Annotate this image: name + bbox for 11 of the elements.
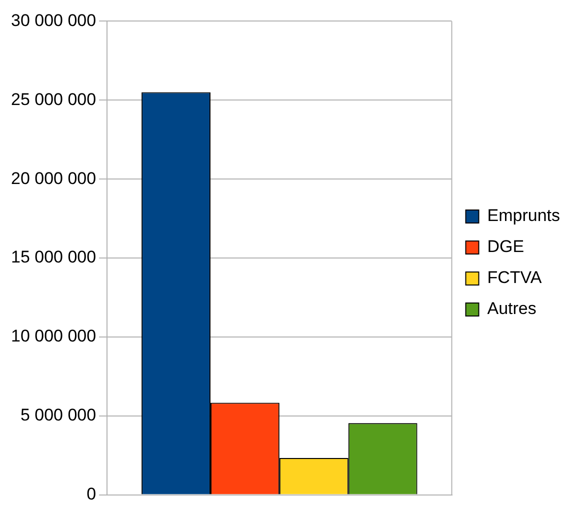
y-tick-label: 10 000 000	[10, 326, 96, 346]
y-tick-label: 30 000 000	[10, 10, 96, 30]
y-tick-label: 0	[86, 484, 96, 504]
legend-label: Emprunts	[487, 206, 560, 226]
y-tick-label: 15 000 000	[10, 248, 96, 267]
legend-label: FCTVA	[487, 268, 542, 288]
y-tick-label: 25 000 000	[10, 90, 96, 109]
y-tick-label: 5 000 000	[20, 406, 96, 425]
legend-label: DGE	[487, 237, 524, 256]
legend-label: Autres	[487, 299, 536, 318]
y-tick-label: 20 000 000	[10, 168, 96, 188]
